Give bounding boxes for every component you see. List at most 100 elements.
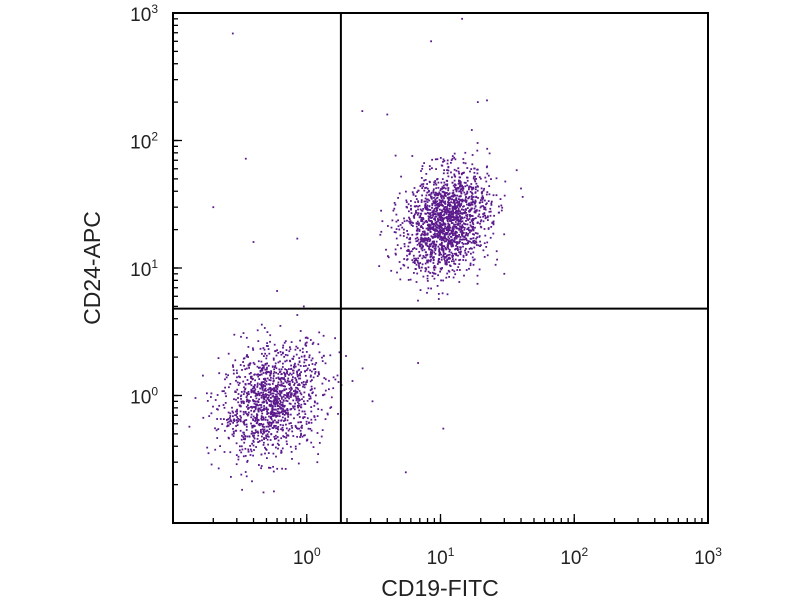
data-point — [390, 269, 393, 272]
data-point — [445, 255, 448, 258]
data-point — [447, 217, 449, 220]
data-point — [237, 417, 239, 420]
data-point — [285, 369, 288, 371]
data-point — [275, 371, 278, 374]
data-point — [268, 352, 271, 355]
data-point — [229, 423, 232, 425]
data-point — [275, 399, 278, 401]
data-point — [276, 442, 279, 445]
data-point — [479, 199, 482, 201]
data-point — [280, 397, 283, 400]
data-point — [310, 429, 313, 432]
data-point — [283, 436, 286, 438]
data-point — [401, 226, 404, 229]
data-point — [472, 263, 475, 266]
data-point — [471, 154, 474, 156]
data-point — [263, 431, 265, 433]
data-point — [254, 373, 256, 376]
data-point — [242, 438, 245, 440]
data-point — [455, 197, 458, 199]
data-point — [483, 212, 486, 214]
x-tick-label: 102 — [560, 545, 588, 569]
data-point — [269, 421, 272, 424]
data-point — [447, 193, 449, 196]
data-point — [485, 193, 488, 196]
data-point — [266, 408, 268, 411]
data-point — [256, 418, 259, 421]
data-point — [447, 228, 450, 231]
data-point — [281, 403, 284, 406]
data-point — [477, 185, 479, 188]
data-point — [503, 233, 506, 236]
data-point — [260, 360, 263, 363]
data-point — [487, 228, 490, 230]
x-tick-label: 103 — [694, 545, 722, 569]
data-point — [441, 227, 443, 229]
data-point — [457, 216, 460, 219]
data-point — [283, 341, 286, 344]
data-point — [272, 421, 275, 424]
data-point — [463, 238, 466, 241]
data-point — [242, 332, 245, 334]
data-point — [440, 256, 443, 259]
data-point — [462, 158, 465, 160]
data-point — [276, 386, 279, 388]
data-point — [290, 451, 293, 453]
data-point — [279, 400, 282, 402]
data-point — [302, 434, 305, 437]
data-point — [225, 373, 227, 376]
data-point — [303, 358, 306, 361]
data-point — [302, 305, 305, 308]
data-point — [460, 246, 462, 249]
data-point — [442, 195, 444, 198]
data-point — [446, 159, 449, 162]
data-point — [252, 419, 255, 422]
data-point — [411, 259, 414, 261]
data-point — [429, 256, 432, 258]
data-point — [290, 341, 293, 343]
data-point — [239, 429, 242, 432]
data-point — [425, 220, 428, 222]
data-point — [472, 177, 475, 180]
data-point — [426, 239, 429, 241]
data-point — [420, 247, 423, 250]
data-point — [482, 249, 485, 252]
data-point — [403, 243, 406, 245]
data-point — [329, 354, 332, 357]
data-point — [446, 258, 449, 261]
data-point — [280, 437, 283, 440]
data-point — [244, 411, 247, 414]
data-point — [296, 401, 299, 404]
data-point — [269, 391, 272, 394]
data-point — [277, 352, 280, 354]
data-point — [483, 256, 486, 258]
data-point — [279, 379, 282, 381]
data-point — [306, 438, 309, 441]
data-point — [432, 210, 434, 213]
data-point — [453, 202, 456, 204]
data-point — [270, 421, 273, 424]
data-point — [311, 363, 314, 365]
data-point — [299, 436, 301, 438]
data-point — [253, 386, 255, 389]
data-point — [424, 220, 427, 223]
data-point — [422, 217, 424, 219]
data-point — [298, 383, 300, 385]
data-point — [260, 391, 263, 394]
data-point — [345, 355, 347, 357]
data-point — [281, 467, 283, 470]
data-point — [426, 232, 429, 235]
data-point — [280, 383, 283, 386]
data-point — [443, 206, 446, 209]
data-point — [431, 245, 434, 248]
data-point — [428, 259, 430, 262]
data-point — [458, 176, 461, 179]
data-point — [302, 416, 305, 419]
data-point — [272, 465, 274, 468]
data-point — [426, 259, 428, 262]
data-point — [255, 422, 258, 425]
data-point — [246, 354, 248, 357]
data-point — [455, 187, 458, 190]
data-point — [460, 188, 463, 190]
data-point — [312, 376, 315, 379]
